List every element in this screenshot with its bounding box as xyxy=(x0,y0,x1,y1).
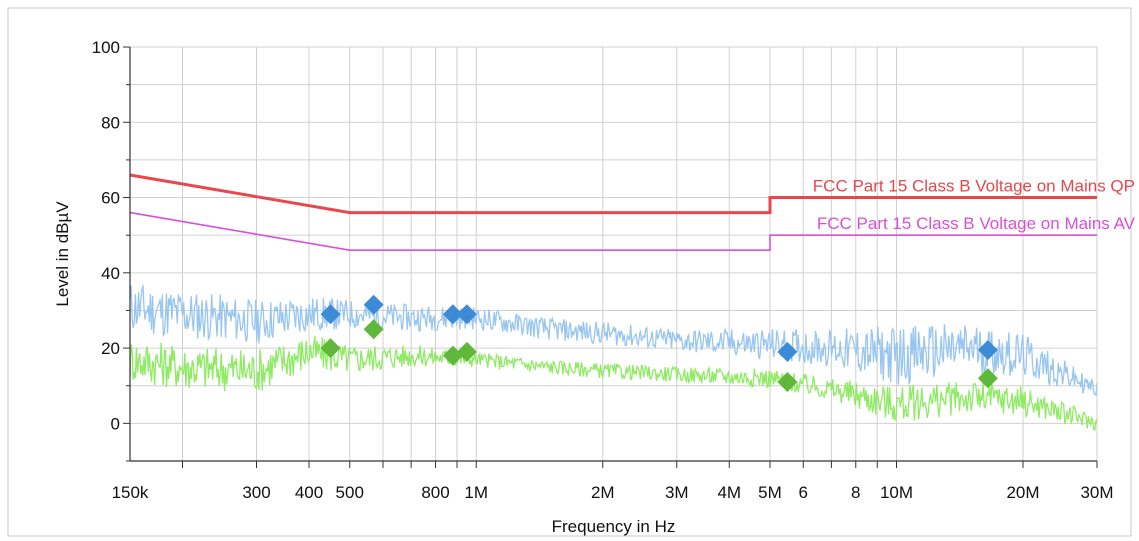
y-axis-title: Level in dBµV xyxy=(53,201,72,307)
x-tick-label: 400 xyxy=(295,483,323,502)
av-marker xyxy=(442,345,463,366)
y-tick-label: 80 xyxy=(101,113,120,132)
av-marker xyxy=(456,341,477,362)
qp-marker xyxy=(777,341,798,362)
x-tick-label: 1M xyxy=(464,483,488,502)
measurement-trace xyxy=(129,285,1098,396)
qp-marker xyxy=(442,304,463,325)
y-tick-label: 40 xyxy=(101,264,120,283)
x-tick-label: 6 xyxy=(799,483,808,502)
x-tick-label: 150k xyxy=(112,483,149,502)
x-tick-label: 3M xyxy=(665,483,689,502)
av-marker xyxy=(363,319,384,340)
x-tick-label: 2M xyxy=(591,483,615,502)
qp-marker xyxy=(320,304,341,325)
y-tick-label: 60 xyxy=(101,189,120,208)
qp-marker xyxy=(363,294,384,315)
av-limit-line xyxy=(129,211,1097,251)
x-tick-label: 30M xyxy=(1080,483,1113,502)
x-tick-label: 500 xyxy=(336,483,364,502)
x-tick-label: 5M xyxy=(758,483,782,502)
labels: 0 20 40 60 80 100 150k 300 400 500 800 1M 2M 3M 4M 5M 6 8… xyxy=(53,38,1136,536)
markers xyxy=(320,294,998,392)
qp-marker xyxy=(456,304,477,325)
y-tick-label: 100 xyxy=(92,38,120,57)
av-limit-label: FCC Part 15 Class B Voltage on Mains AV xyxy=(817,214,1136,233)
limit-lines xyxy=(129,173,1097,251)
y-tick-label: 0 xyxy=(111,414,120,433)
x-tick-label: 800 xyxy=(421,483,449,502)
x-axis-title: Frequency in Hz xyxy=(552,517,676,536)
av-marker xyxy=(320,338,341,359)
x-tick-label: 8 xyxy=(851,483,860,502)
av-marker xyxy=(777,371,798,392)
x-tick-label: 4M xyxy=(717,483,741,502)
y-tick-label: 20 xyxy=(101,339,120,358)
x-tick-label: 10M xyxy=(880,483,913,502)
qp-marker xyxy=(977,339,998,360)
qp-limit-line xyxy=(129,173,1097,215)
x-tick-label: 20M xyxy=(1006,483,1039,502)
axes xyxy=(123,46,1098,468)
chart-border xyxy=(7,7,1132,537)
measurement-trace xyxy=(129,336,1098,431)
av-marker xyxy=(977,368,998,389)
traces xyxy=(129,285,1098,431)
x-tick-label: 300 xyxy=(242,483,270,502)
qp-limit-label: FCC Part 15 Class B Voltage on Mains QP xyxy=(813,177,1135,196)
